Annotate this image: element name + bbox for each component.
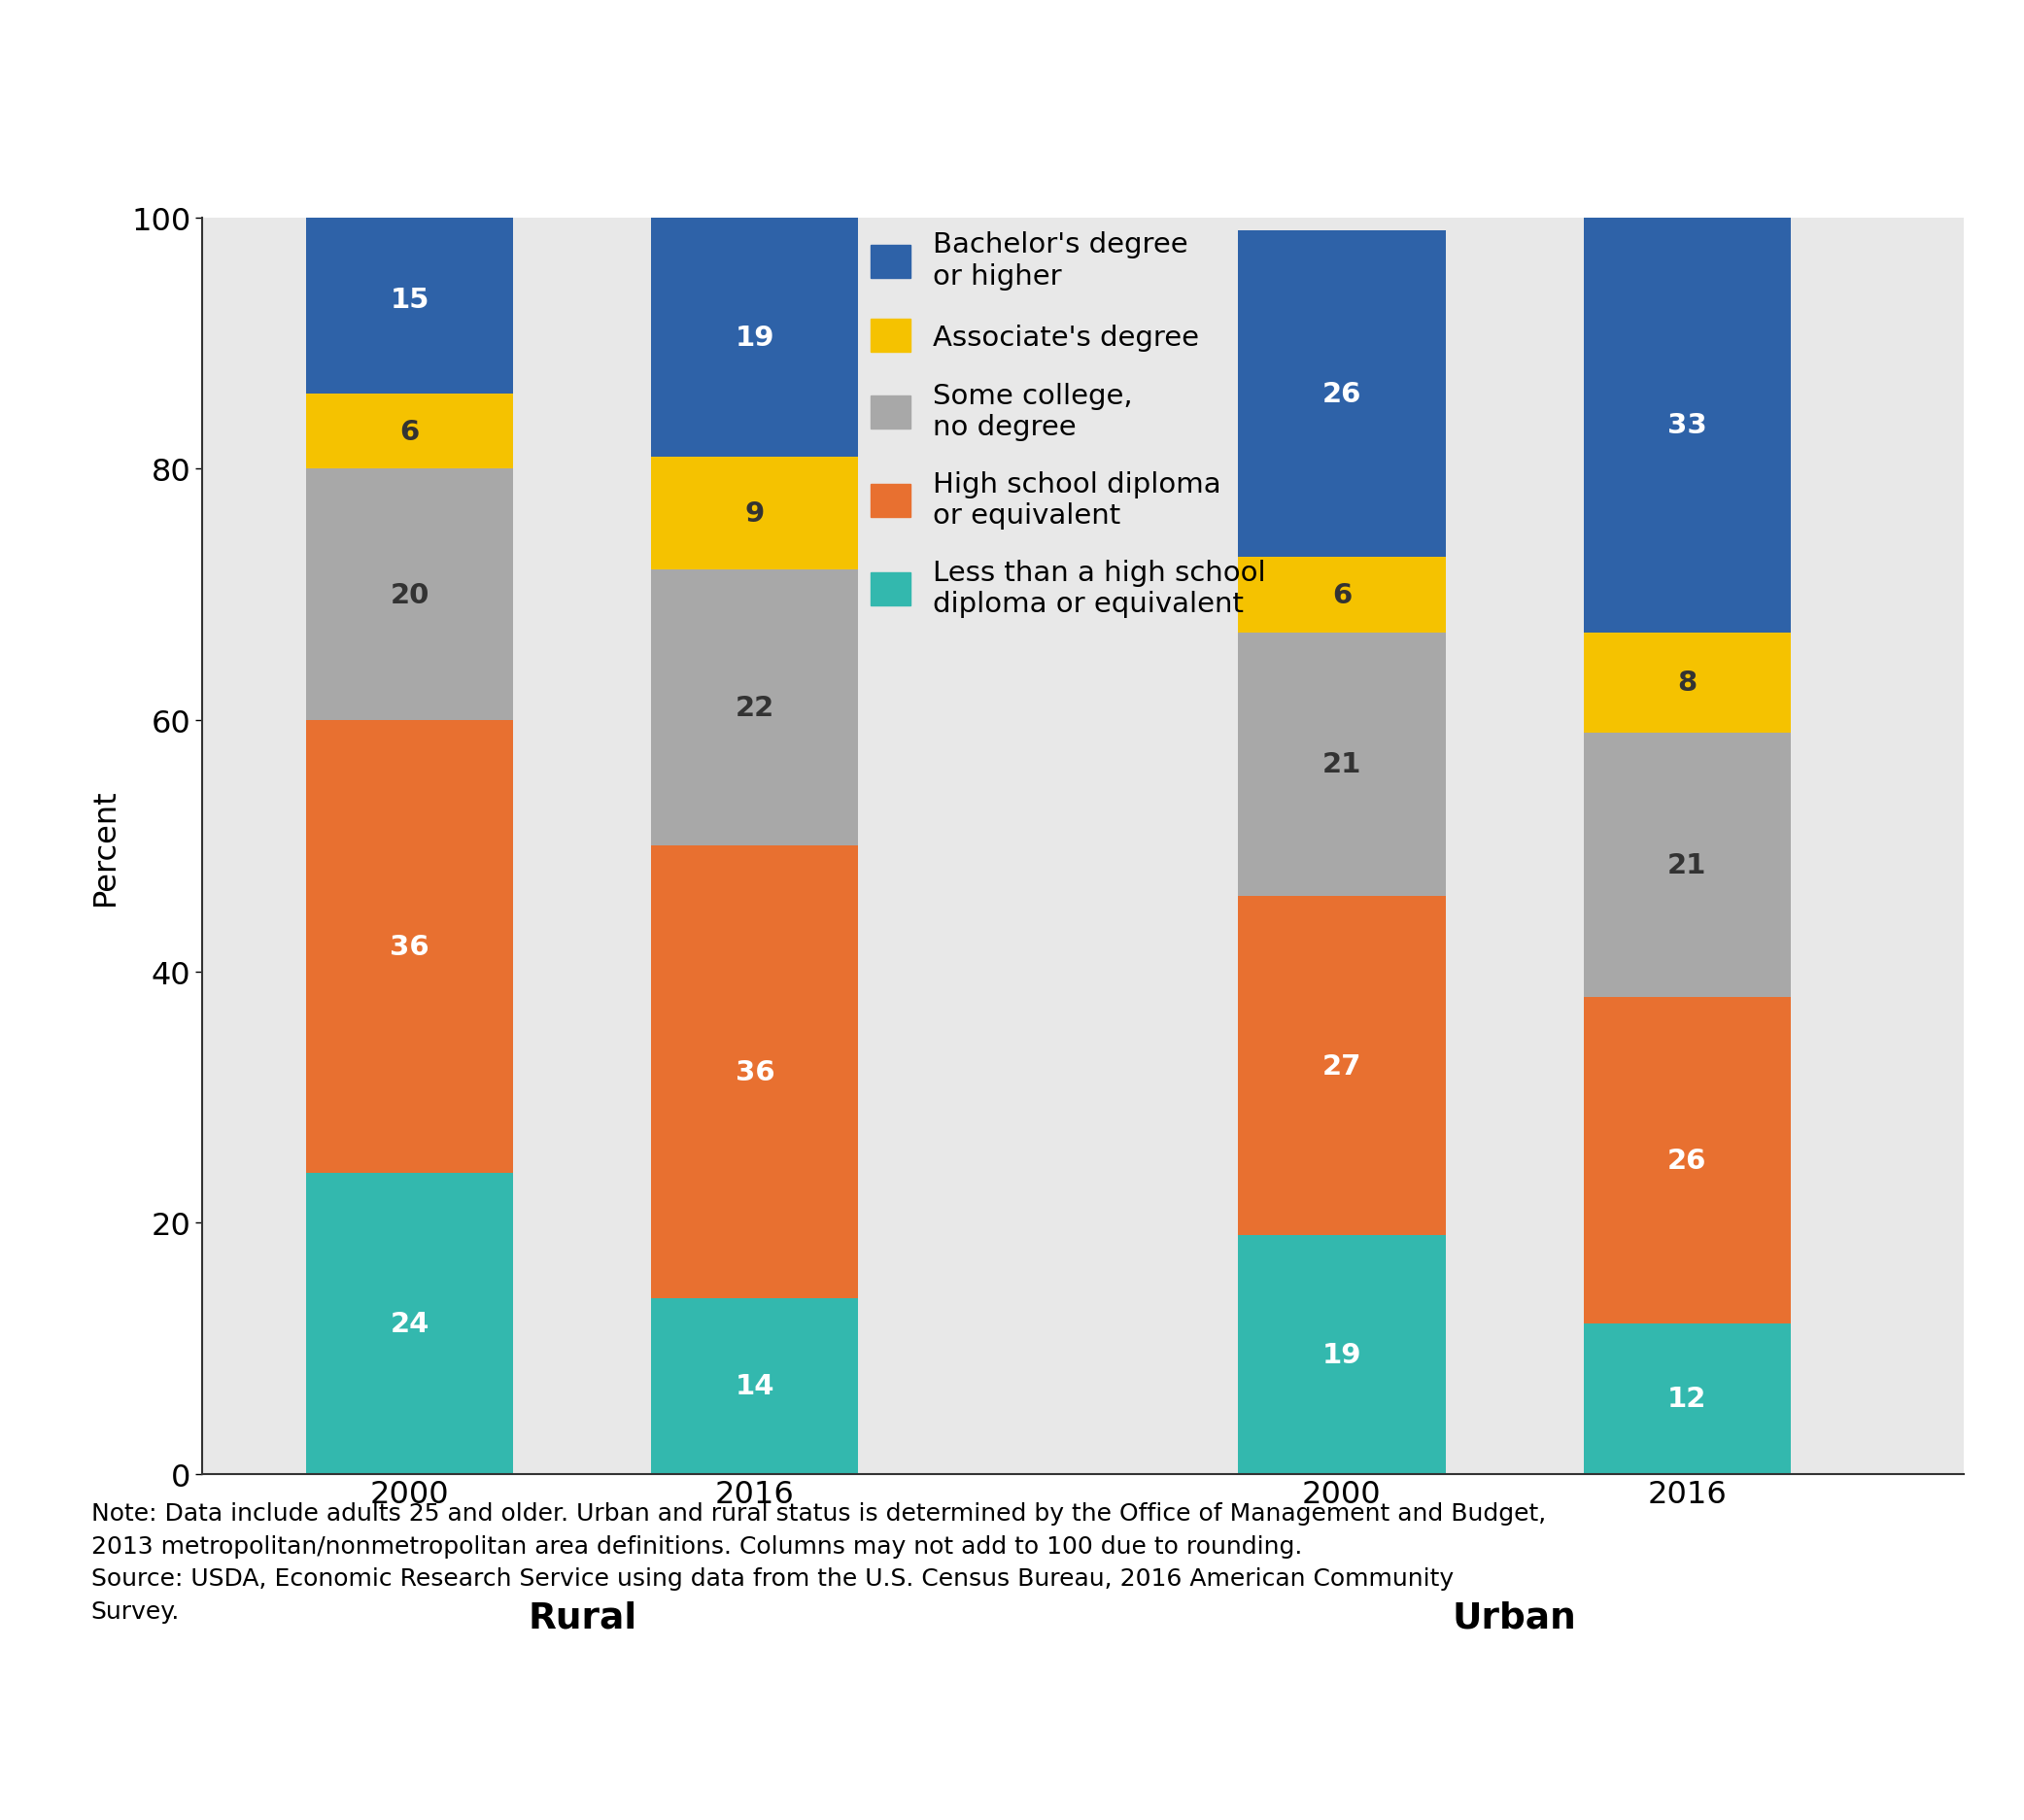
Text: 6: 6 [399, 419, 419, 446]
Text: Rural: Rural [528, 1600, 638, 1634]
Text: 24: 24 [391, 1310, 429, 1338]
Text: 12: 12 [1668, 1385, 1706, 1412]
Text: 14: 14 [735, 1372, 775, 1400]
Text: 22: 22 [735, 695, 775, 723]
Bar [652, 457, 858, 570]
Bar [306, 206, 514, 395]
Text: 20: 20 [391, 582, 429, 608]
Bar [306, 721, 514, 1172]
Bar [1239, 557, 1445, 633]
Bar [1583, 218, 1791, 633]
Bar [652, 218, 858, 457]
Bar [306, 395, 514, 470]
Text: 33: 33 [1668, 411, 1706, 439]
Text: 21: 21 [1668, 852, 1706, 879]
Bar [652, 1298, 858, 1474]
Text: 26: 26 [1322, 380, 1362, 408]
Text: 19: 19 [735, 324, 775, 351]
Bar [652, 570, 858, 846]
Text: 27: 27 [1322, 1052, 1362, 1079]
Text: 26: 26 [1668, 1147, 1706, 1174]
Text: 9: 9 [745, 501, 765, 528]
Y-axis label: Percent: Percent [91, 788, 121, 905]
Text: 19: 19 [1322, 1341, 1362, 1369]
Bar [1583, 733, 1791, 997]
Bar [306, 470, 514, 721]
Text: 6: 6 [1332, 582, 1352, 608]
Text: 36: 36 [735, 1059, 775, 1087]
Bar [1239, 1236, 1445, 1474]
Bar [1583, 1323, 1791, 1474]
Bar [1239, 231, 1445, 557]
Text: Note: Data include adults 25 and older. Urban and rural status is determined by : Note: Data include adults 25 and older. … [91, 1502, 1546, 1622]
Text: 21: 21 [1322, 752, 1362, 779]
Bar [1239, 633, 1445, 897]
Bar [1239, 897, 1445, 1236]
Bar [1583, 997, 1791, 1323]
Text: 36: 36 [391, 934, 429, 961]
Bar [652, 846, 858, 1298]
Text: 8: 8 [1678, 670, 1696, 697]
Bar [306, 1172, 514, 1474]
Legend: Bachelor's degree
or higher, Associate's degree, Some college,
no degree, High s: Bachelor's degree or higher, Associate's… [860, 220, 1277, 630]
Text: Urban: Urban [1453, 1600, 1577, 1634]
Bar [1583, 633, 1791, 733]
Text: 15: 15 [391, 286, 429, 313]
Text: Educational attainment in rural and urban areas, 2000 and 2016: Educational attainment in rural and urba… [45, 53, 1668, 96]
